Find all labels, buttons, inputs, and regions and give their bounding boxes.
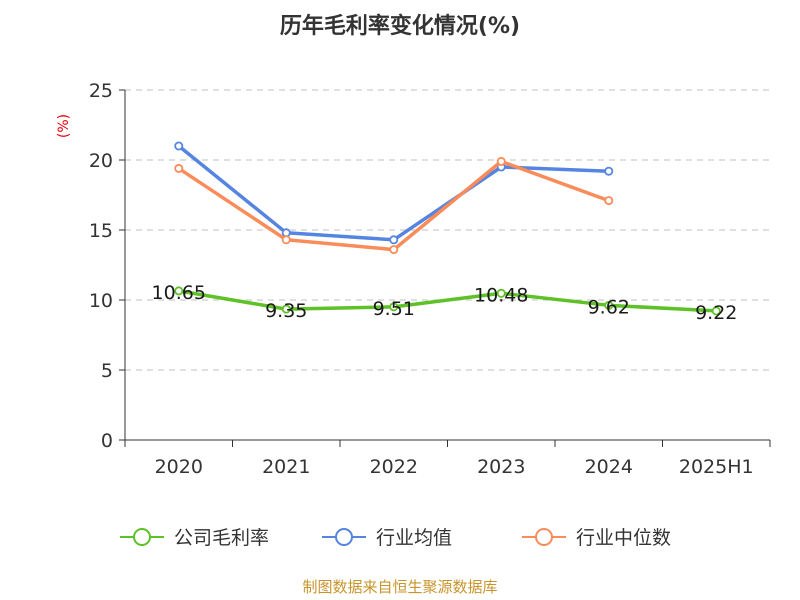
data-point bbox=[174, 286, 184, 296]
data-point bbox=[389, 235, 399, 245]
data-label: 9.62 bbox=[588, 296, 630, 318]
data-point bbox=[604, 300, 614, 310]
y-tick-label: 0 bbox=[101, 430, 113, 452]
y-tick-label: 20 bbox=[89, 150, 113, 172]
legend-swatch-marker bbox=[133, 528, 151, 546]
data-point bbox=[604, 166, 614, 176]
data-point bbox=[711, 306, 721, 316]
data-label: 9.22 bbox=[695, 302, 737, 324]
x-tick-label: 2020 bbox=[155, 456, 203, 478]
data-labels: 10.65 9.35 9.51 10.48 9.62 9.22 bbox=[152, 282, 738, 324]
x-tick-label: 2022 bbox=[370, 456, 418, 478]
axes: 0 5 10 15 20 25 2020 2021 2022 2023 2024 2025H1 bbox=[89, 80, 771, 478]
x-tick-label: 2024 bbox=[585, 456, 633, 478]
data-point bbox=[604, 196, 614, 206]
data-point bbox=[174, 163, 184, 173]
data-point bbox=[496, 288, 506, 298]
data-label: 9.35 bbox=[265, 300, 307, 322]
x-tick-label: 2021 bbox=[262, 456, 310, 478]
data-point bbox=[281, 304, 291, 314]
legend-label: 公司毛利率 bbox=[174, 527, 269, 549]
data-label: 10.48 bbox=[474, 284, 528, 306]
y-tick-label: 15 bbox=[89, 220, 113, 242]
data-point bbox=[496, 156, 506, 166]
x-tick-label: 2023 bbox=[477, 456, 525, 478]
y-axis-label: (%) bbox=[56, 114, 72, 138]
series-line bbox=[177, 289, 718, 313]
data-point bbox=[174, 141, 184, 151]
legend-label: 行业均值 bbox=[376, 527, 452, 549]
grid-lines bbox=[125, 89, 770, 371]
chart-title: 历年毛利率变化情况(%) bbox=[280, 13, 520, 39]
y-tick-label: 10 bbox=[89, 290, 113, 312]
legend: 公司毛利率 行业均值 行业中位数 bbox=[120, 527, 671, 549]
legend-label: 行业中位数 bbox=[576, 527, 671, 549]
x-tick-label: 2025H1 bbox=[679, 456, 754, 478]
legend-swatch-marker bbox=[335, 528, 353, 546]
data-label: 10.65 bbox=[152, 282, 206, 304]
data-point bbox=[281, 235, 291, 245]
data-label: 9.51 bbox=[373, 298, 415, 320]
data-point bbox=[389, 245, 399, 255]
data-point bbox=[389, 302, 399, 312]
source-note: 制图数据来自恒生聚源数据库 bbox=[302, 578, 497, 596]
series-group bbox=[174, 141, 721, 316]
y-tick-label: 5 bbox=[101, 360, 113, 382]
legend-swatch-marker bbox=[535, 528, 553, 546]
y-tick-label: 25 bbox=[89, 80, 113, 102]
